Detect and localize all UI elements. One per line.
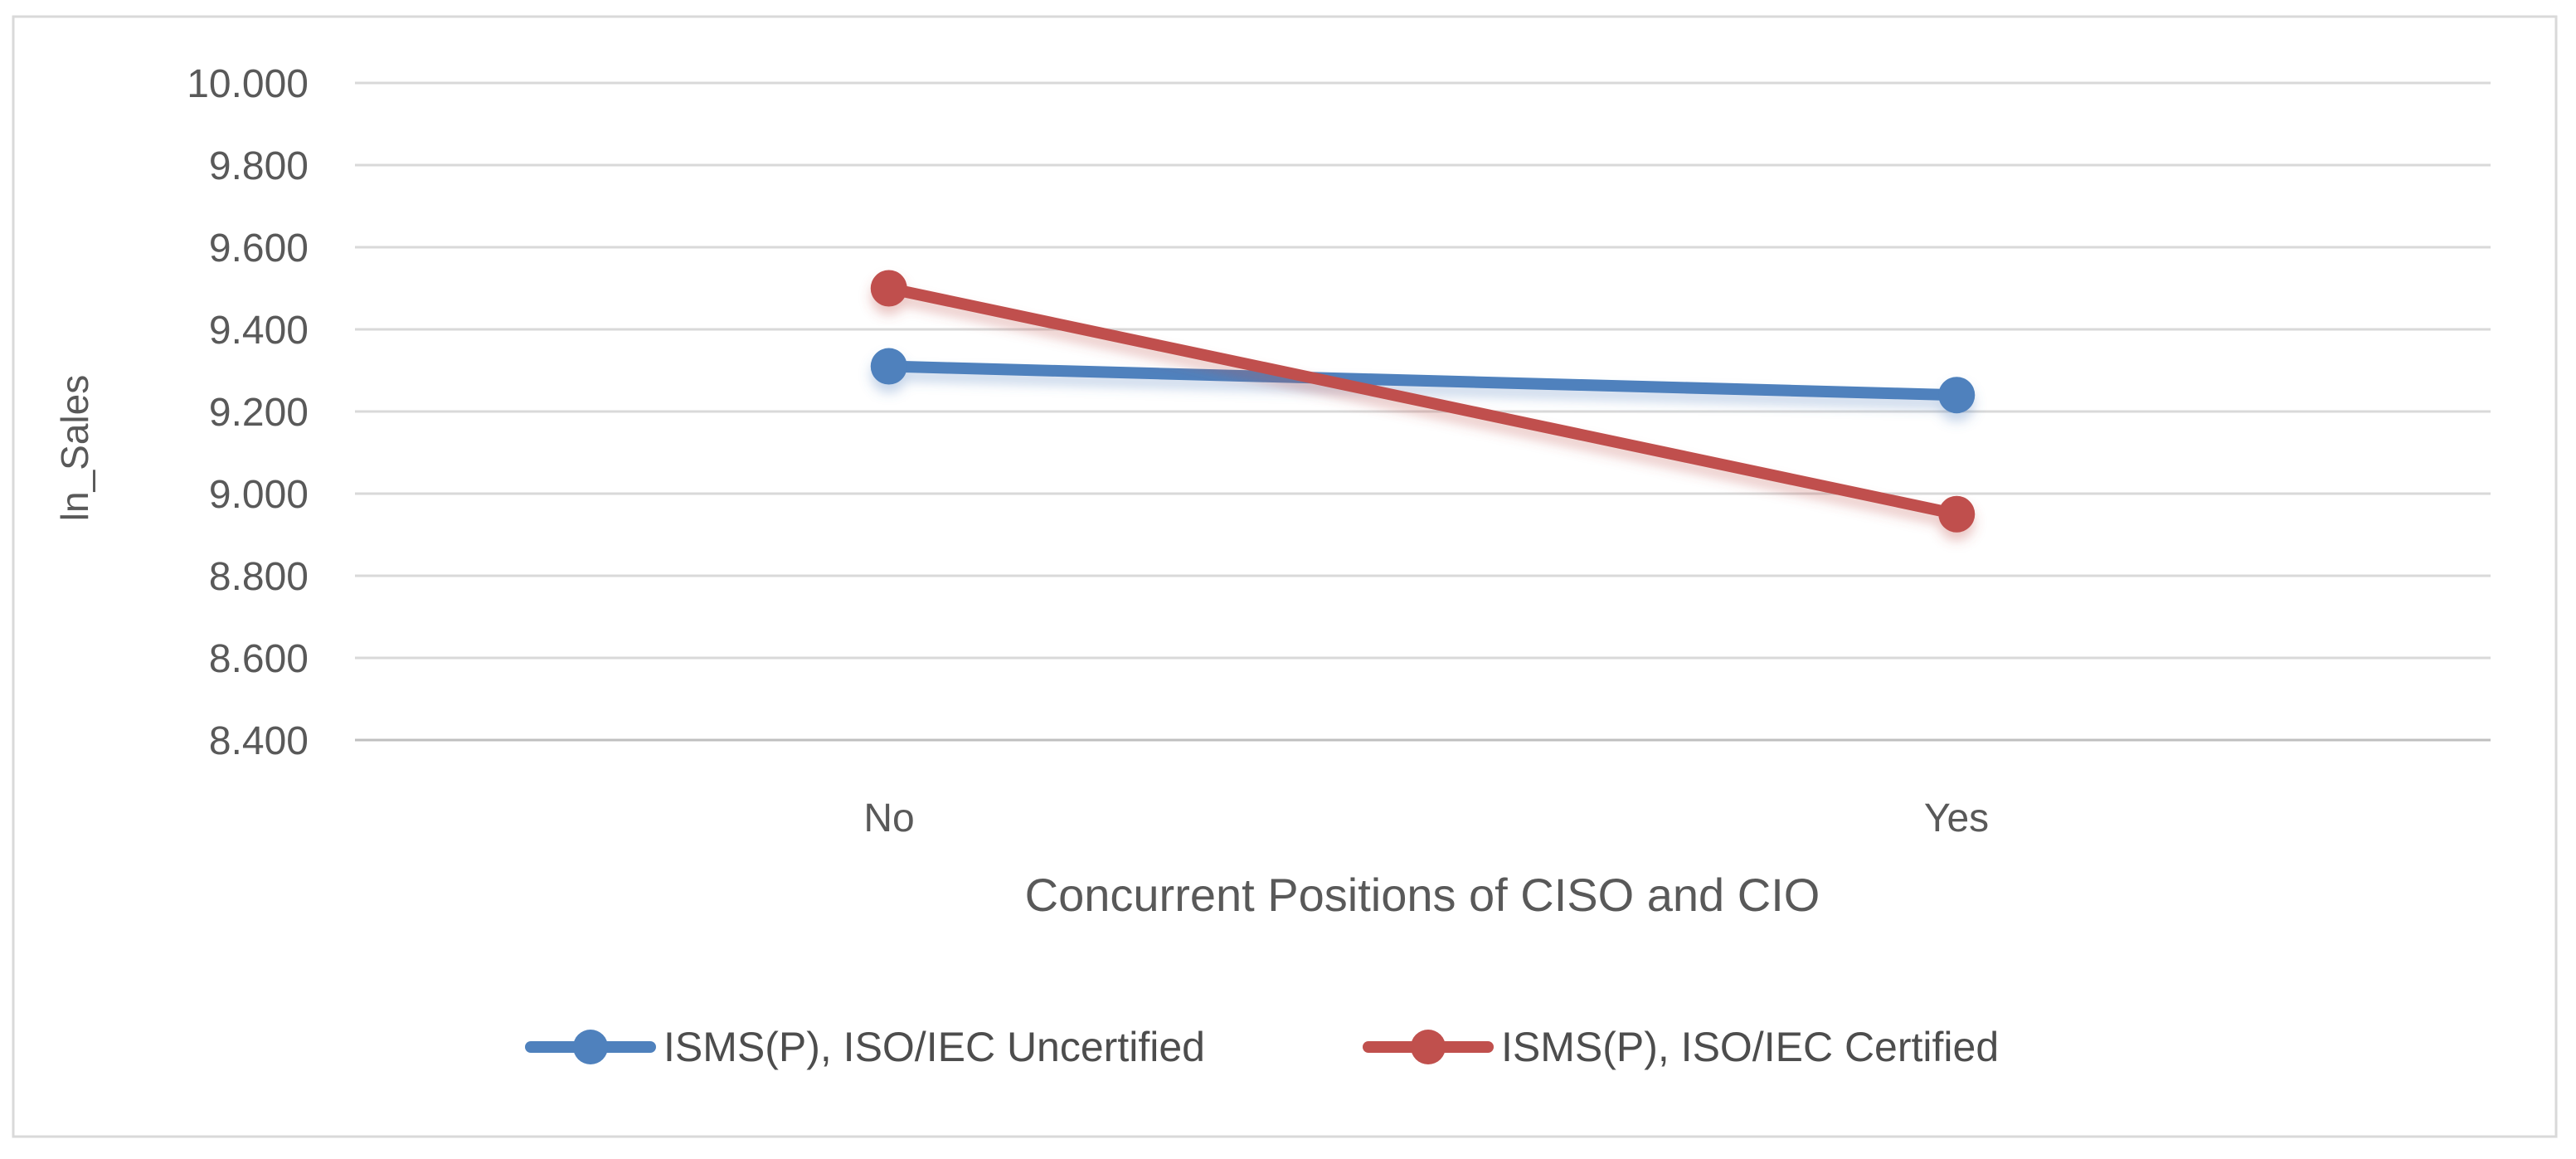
- legend-marker-circle-uncertified: [573, 1030, 608, 1064]
- series-layer: [870, 270, 1976, 533]
- gridlines: [355, 81, 2491, 742]
- series-line: [882, 282, 1963, 520]
- data-point-marker: [1938, 495, 1976, 533]
- legend-marker-circle-certified: [1411, 1030, 1446, 1064]
- y-tick-label: 9.600: [209, 226, 309, 270]
- series-0: [870, 348, 1976, 414]
- y-axis-tick-labels: 10.000 9.800 9.600 9.400 9.200 9.000 8.800 8.60…: [187, 62, 309, 763]
- x-category-label-no: No: [863, 796, 914, 840]
- y-tick-label: 10.000: [187, 62, 309, 106]
- data-point-marker: [870, 270, 907, 307]
- x-axis-title: Concurrent Positions of CISO and CIO: [1025, 869, 1820, 921]
- y-tick-label: 9.000: [209, 473, 309, 517]
- series-1: [870, 270, 1976, 533]
- legend-label-uncertified: ISMS(P), ISO/IEC Uncertified: [663, 1024, 1205, 1070]
- legend-item-certified: ISMS(P), ISO/IEC Certified: [1363, 1024, 1999, 1070]
- data-point-marker: [1938, 377, 1976, 414]
- y-tick-label: 9.200: [209, 391, 309, 435]
- legend: ISMS(P), ISO/IEC Uncertified ISMS(P), IS…: [525, 1024, 1999, 1070]
- y-axis-title: ln_Sales: [53, 375, 96, 521]
- x-category-label-yes: Yes: [1924, 796, 1989, 840]
- legend-item-uncertified: ISMS(P), ISO/IEC Uncertified: [525, 1024, 1205, 1070]
- y-tick-label: 9.800: [209, 144, 309, 188]
- y-tick-label: 8.600: [209, 637, 309, 681]
- y-tick-label: 9.400: [209, 309, 309, 353]
- data-point-marker: [870, 348, 907, 385]
- y-tick-label: 8.800: [209, 555, 309, 599]
- series-line: [882, 360, 1963, 402]
- legend-label-certified: ISMS(P), ISO/IEC Certified: [1501, 1024, 1999, 1070]
- y-tick-label: 8.400: [209, 719, 309, 763]
